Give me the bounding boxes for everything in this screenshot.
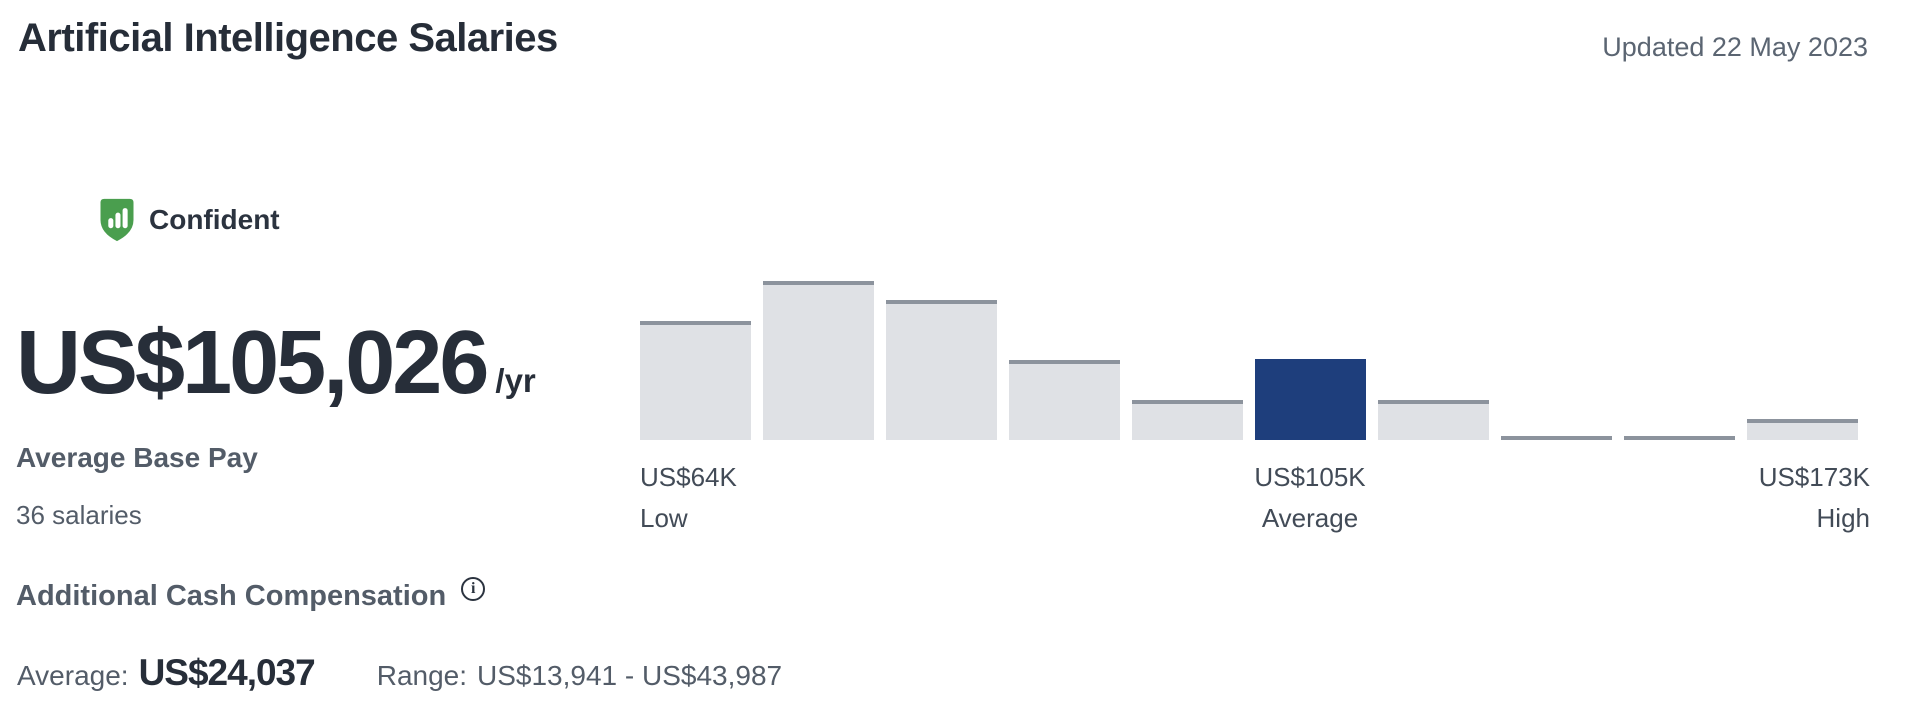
annotation-low: US$64K Low [640, 464, 737, 531]
histogram-bar[interactable] [1132, 400, 1243, 440]
high-label: High [1816, 503, 1870, 533]
histogram-bar[interactable] [1624, 436, 1735, 440]
low-value: US$64K [640, 462, 737, 492]
base-pay-label: Average Base Pay [16, 442, 258, 473]
salary-count: 36 salaries [16, 500, 142, 530]
average-base-pay: US$105,026 /yr [16, 318, 536, 408]
annotation-high: US$173K High [1650, 464, 1870, 531]
histogram-bar[interactable] [1747, 419, 1858, 440]
comp-average-value: US$24,037 [138, 652, 316, 693]
info-icon[interactable]: i [461, 577, 486, 601]
average-value: US$105K [1254, 462, 1366, 492]
additional-comp-values: Average: US$24,037 Range: US$13,941 - US… [17, 652, 782, 694]
comp-range-value: US$13,941 - US$43,987 [477, 660, 783, 691]
histogram-bar[interactable] [1009, 360, 1120, 440]
salary-histogram [640, 281, 1858, 440]
base-pay-period: /yr [495, 362, 536, 399]
base-pay-amount: US$105,026 [16, 313, 489, 413]
confident-shield-icon [95, 196, 139, 244]
additional-comp-header: Additional Cash Compensation i [16, 577, 486, 613]
average-label: Average [1261, 503, 1359, 533]
confidence-badge: Confident [95, 196, 280, 244]
additional-comp-heading: Additional Cash Compensation [16, 580, 447, 612]
histogram-bar-highlighted[interactable] [1255, 359, 1366, 440]
histogram-bar[interactable] [1378, 400, 1489, 440]
confidence-label: Confident [149, 204, 280, 235]
comp-average-label: Average: [17, 660, 129, 691]
histogram-bar[interactable] [763, 281, 874, 440]
histogram-bar[interactable] [640, 321, 751, 440]
histogram-bar[interactable] [886, 300, 997, 440]
histogram-annotations: US$64K Low US$105K Average US$173K High [640, 464, 1870, 544]
low-label: Low [640, 503, 688, 533]
annotation-average: US$105K Average [1210, 464, 1410, 531]
comp-range-label: Range: [376, 660, 468, 691]
histogram-bar[interactable] [1501, 436, 1612, 440]
page-title: Artificial Intelligence Salaries [18, 16, 558, 60]
high-value: US$173K [1758, 462, 1870, 492]
updated-date: Updated 22 May 2023 [1602, 32, 1868, 62]
